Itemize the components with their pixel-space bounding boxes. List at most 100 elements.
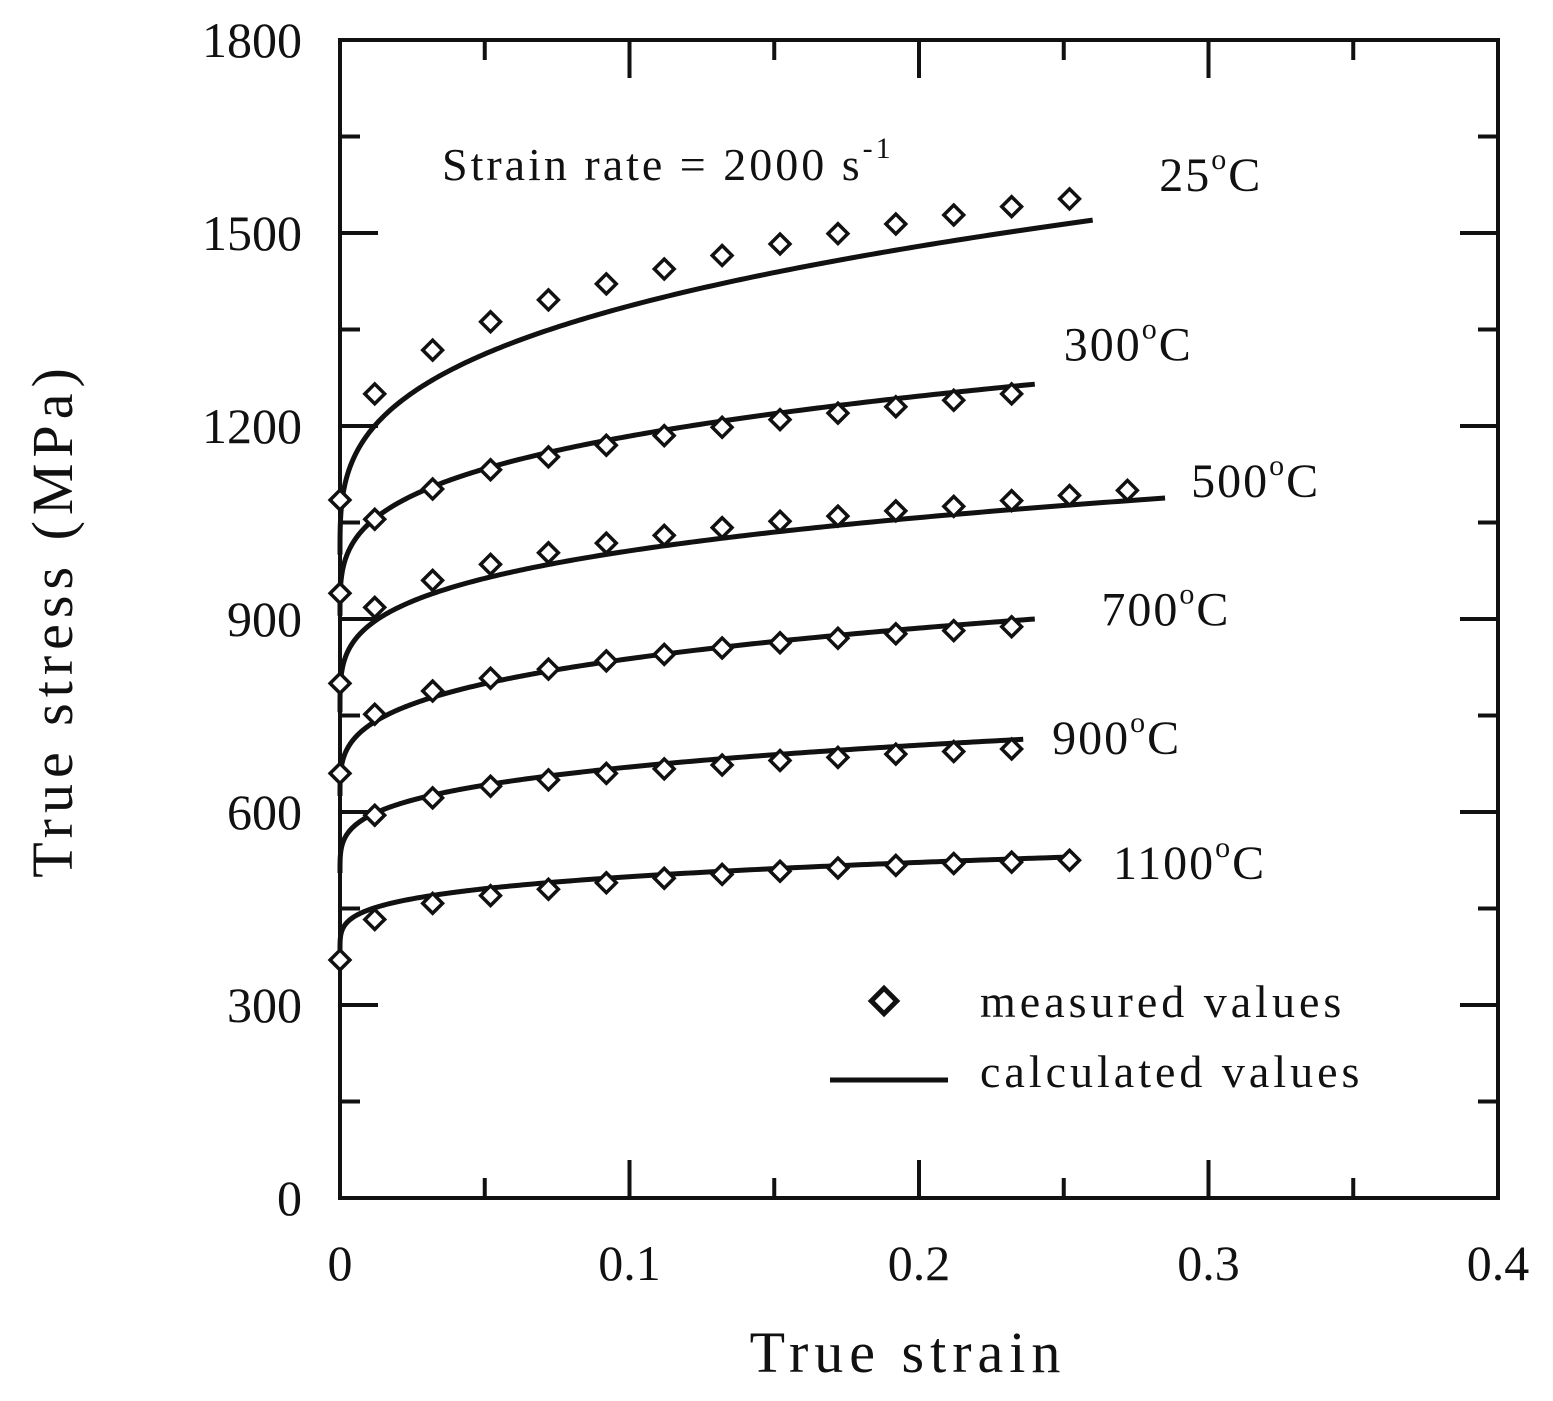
calculated-curves: [337, 217, 1166, 953]
measured-point-300: [327, 487, 353, 513]
strain-rate-superscript: -1: [863, 132, 894, 165]
calculated-curve-300: [337, 381, 1036, 616]
measured-point-900: [825, 744, 851, 770]
measured-point-1100: [478, 883, 503, 909]
temperature-unit: C: [1228, 149, 1262, 202]
measured-point-25: [536, 287, 561, 313]
measured-point-1100: [767, 858, 793, 884]
measured-point-500: [941, 494, 967, 519]
measured-point-25: [883, 211, 909, 237]
measured-point-700: [478, 665, 503, 691]
measured-point-700: [825, 625, 851, 651]
measured-point-900: [883, 741, 909, 767]
measured-point-25: [593, 271, 619, 297]
strain-rate-annotation: Strain rate = 2000 s-1: [442, 132, 894, 190]
y-tick-label: 1500: [202, 205, 302, 261]
legend: measured values calculated values: [830, 976, 1363, 1097]
measured-point-1100: [362, 907, 388, 932]
degree-superscript: o: [1142, 312, 1159, 345]
y-tick-label: 1200: [202, 398, 302, 454]
measured-point-900: [767, 748, 793, 773]
temperature-label-300: 300oC: [1064, 312, 1193, 371]
temperature-label-700: 700oC: [1101, 577, 1230, 636]
measured-point-700: [999, 614, 1025, 640]
legend-text-measured: measured values: [980, 976, 1345, 1027]
y-axis-title: True stress (MPa): [20, 362, 85, 878]
measured-point-500: [999, 488, 1025, 514]
measured-point-300: [420, 476, 446, 502]
measured-point-900: [420, 785, 446, 811]
measured-point-300: [825, 400, 851, 426]
measured-point-300: [593, 432, 619, 458]
measured-point-300: [362, 506, 388, 532]
measured-point-900: [651, 756, 677, 782]
measured-point-1100: [1057, 847, 1082, 873]
calculated-curve-1100: [337, 854, 1070, 953]
temperature-unit: C: [1196, 583, 1230, 636]
x-axis-title: True strain: [750, 1320, 1067, 1385]
y-tick-label: 600: [227, 784, 302, 840]
y-tick-label: 1800: [202, 12, 302, 68]
measured-point-500: [593, 530, 619, 556]
measured-point-500: [883, 498, 909, 524]
measured-point-25: [941, 202, 967, 228]
measured-point-500: [478, 551, 503, 577]
calculated-curve-900: [337, 736, 1024, 874]
axis-ticks: [338, 38, 1500, 1200]
temperature-unit: C: [1159, 318, 1193, 371]
x-tick-label: 0.4: [1467, 1235, 1530, 1291]
x-tick-label: 0.3: [1177, 1235, 1240, 1291]
y-tick-label: 300: [227, 977, 302, 1033]
measured-point-700: [767, 630, 793, 656]
measured-point-25: [767, 231, 793, 257]
measured-point-900: [362, 802, 388, 828]
strain-rate-text: Strain rate = 2000 s: [442, 139, 863, 190]
calculated-curve-700: [337, 616, 1035, 796]
legend-text-calculated: calculated values: [980, 1046, 1363, 1097]
measured-point-900: [941, 739, 967, 764]
measured-point-1100: [327, 947, 353, 973]
degree-superscript: o: [1269, 449, 1286, 482]
measured-point-1100: [709, 862, 735, 887]
measured-point-700: [420, 678, 446, 704]
measured-point-1100: [825, 855, 851, 881]
temperature-value: 25: [1159, 149, 1211, 202]
measured-point-500: [1057, 483, 1082, 508]
measured-point-300: [883, 394, 909, 420]
temperature-value: 700: [1101, 583, 1179, 636]
measured-point-25: [420, 337, 446, 363]
temperature-value: 300: [1064, 318, 1142, 371]
measured-point-25: [478, 309, 503, 335]
measured-point-900: [593, 761, 619, 786]
measured-point-1100: [651, 865, 677, 891]
x-tick-label: 0: [328, 1235, 353, 1291]
temperature-unit: C: [1147, 712, 1181, 765]
temperature-label-900: 900oC: [1052, 706, 1181, 765]
measured-point-300: [478, 457, 503, 483]
temperature-value: 900: [1052, 712, 1130, 765]
temperature-label-500: 500oC: [1191, 449, 1320, 508]
measured-point-900: [536, 767, 561, 793]
y-tick-label: 900: [227, 591, 302, 647]
measured-point-1100: [999, 849, 1025, 875]
measured-point-25: [1057, 186, 1082, 212]
measured-point-1100: [593, 870, 619, 896]
legend-marker-measured: [867, 984, 901, 1018]
temperature-unit: C: [1286, 455, 1320, 508]
measured-point-25: [709, 243, 735, 268]
temperature-label-1100: 1100oC: [1113, 831, 1266, 890]
measured-point-500: [536, 540, 561, 566]
measured-point-25: [362, 381, 388, 407]
measured-point-500: [767, 508, 793, 534]
temperature-unit: C: [1232, 837, 1266, 890]
measured-point-700: [327, 670, 353, 696]
degree-superscript: o: [1179, 577, 1196, 610]
measured-point-500: [327, 580, 353, 606]
measured-point-25: [999, 194, 1025, 219]
measured-point-700: [651, 642, 677, 667]
measured-point-300: [536, 444, 561, 470]
measured-point-700: [883, 621, 909, 647]
measured-point-300: [651, 423, 677, 449]
measured-point-1100: [941, 851, 967, 876]
tick-labels: 0 0.1 0.2 0.3 0.4 0 300 600 900 1200 1500 1800: [202, 12, 1529, 1291]
